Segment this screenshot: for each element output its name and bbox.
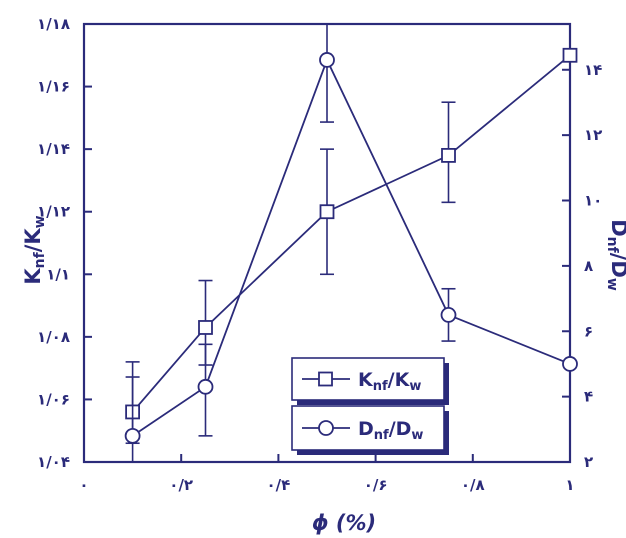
right-tick-label: ۴ [584,388,593,406]
x-tick-label: ۰ [79,476,88,494]
x-tick-label: ۰/۲ [169,476,193,494]
left-axis-title: Knf/Kw [21,215,48,284]
left-tick-label: ۱/۰۸ [37,328,70,346]
right-tick-label: ۱۲ [584,126,602,144]
data-point-square [319,204,335,220]
left-tick-label: ۱/۱۲ [37,203,70,221]
right-tick-label: ۸ [584,257,593,275]
x-tick-label: ۰/۴ [267,476,291,494]
right-tick-label: ۱۴ [584,61,602,79]
x-axis-title: ϕ (%) [312,511,376,535]
left-tick-label: ۱/۱ [46,265,70,283]
data-point-circle [440,307,457,323]
legend-marker-square [318,371,333,387]
data-point-circle [124,427,141,444]
data-point-circle [319,52,335,68]
legend-marker-circle [318,420,334,436]
left-tick-label: ۱/۱۸ [37,15,70,33]
right-tick-label: ۲ [584,453,593,471]
right-tick-label: ۱۰ [584,192,602,210]
legend-label: Knf/Kw [358,369,421,394]
x-tick-label: ۱ [565,476,574,494]
left-tick-label: ۱/۱۴ [37,140,70,158]
data-point-square [441,147,456,163]
x-tick-label: ۰/۶ [364,476,388,494]
left-tick-label: ۱/۰۶ [37,390,70,408]
data-point-circle [197,378,214,395]
left-tick-label: ۱/۱۶ [37,78,70,96]
data-point-square [198,320,213,335]
right-tick-label: ۶ [584,322,593,340]
data-point-square [562,47,578,63]
data-point-circle [562,356,578,372]
legend-label: Dnf/Dw [358,418,423,443]
left-tick-label: ۱/۰۴ [37,453,70,471]
right-axis-title: Dnf/Dw [604,219,626,291]
x-tick-label: ۰/۸ [461,476,485,494]
